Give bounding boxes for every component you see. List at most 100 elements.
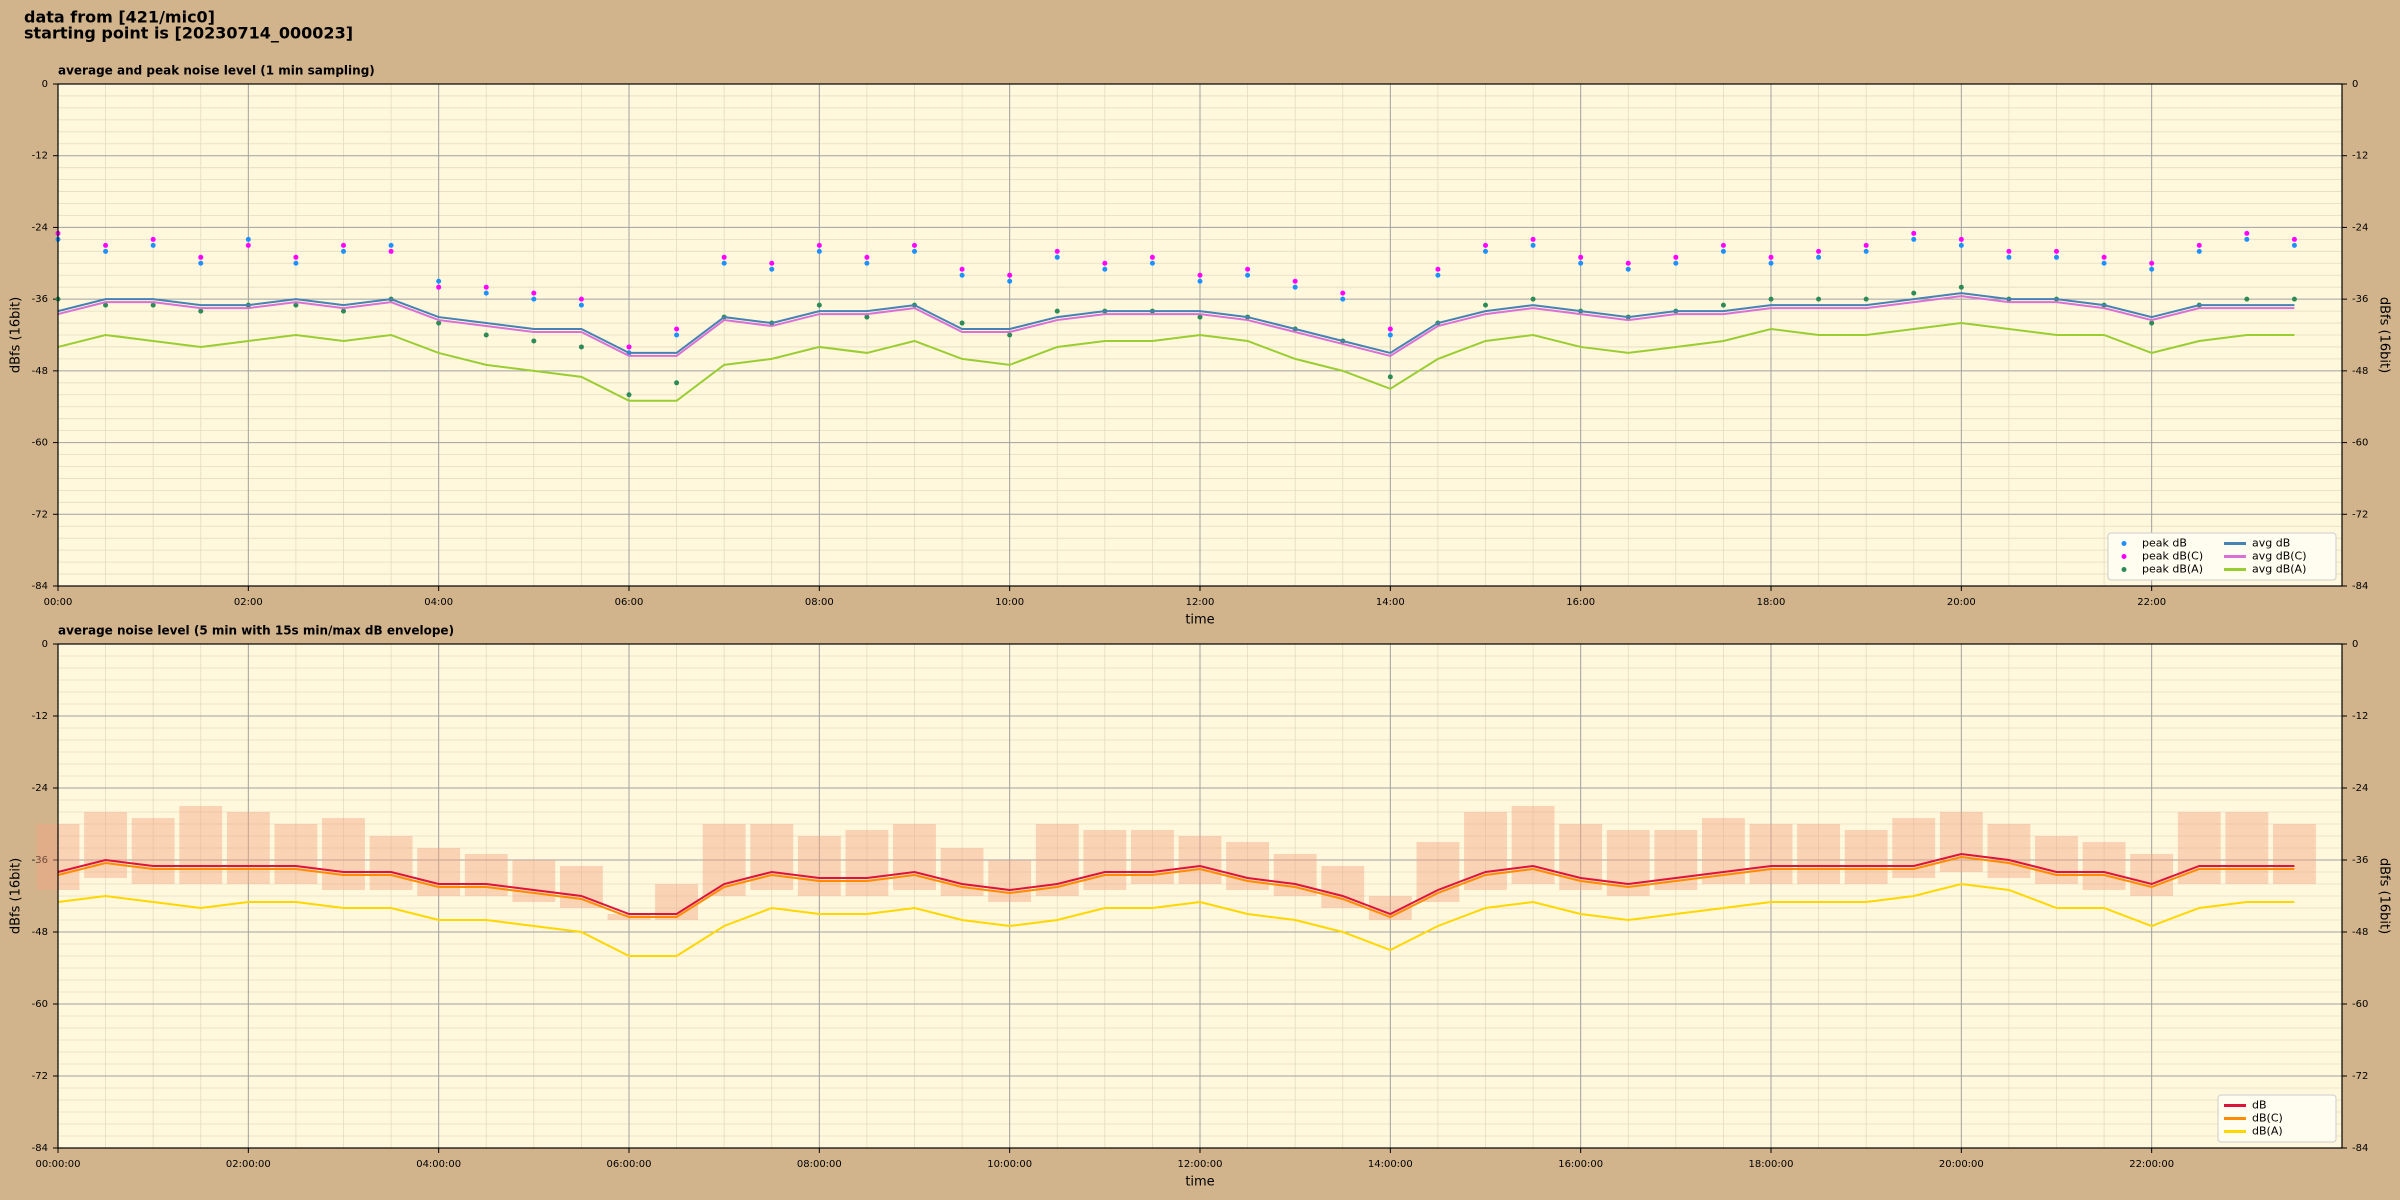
peak-point	[2196, 248, 2202, 254]
y2-tick-label: -60	[2352, 999, 2368, 1010]
peak-point	[1197, 314, 1203, 320]
envelope-band	[750, 824, 794, 890]
y2-tick-label: 0	[2352, 639, 2358, 650]
envelope-band	[2035, 836, 2078, 884]
envelope-band	[1178, 836, 1222, 884]
peak-point	[1007, 272, 1013, 278]
peak-point	[388, 242, 394, 248]
x-tick-label: 12:00	[1186, 597, 1215, 608]
peak-point	[1007, 278, 1013, 284]
peak-point	[816, 242, 822, 248]
peak-point	[531, 296, 537, 302]
envelope-band	[797, 836, 841, 896]
envelope-band	[2177, 812, 2221, 884]
envelope-band	[1797, 824, 1840, 884]
peak-point	[1863, 242, 1869, 248]
peak-point	[2149, 320, 2155, 326]
peak-point	[626, 392, 632, 398]
legend-label: avg dB(A)	[2252, 563, 2306, 576]
peak-point	[1625, 266, 1631, 272]
x-tick-label: 14:00:00	[1368, 1159, 1413, 1170]
peak-point	[1625, 260, 1631, 266]
legend-label: dB(A)	[2252, 1125, 2283, 1138]
peak-point	[578, 296, 584, 302]
peak-point	[2054, 254, 2059, 260]
peak-point	[1720, 302, 1726, 308]
x-tick-label: 22:00:00	[2129, 1159, 2174, 1170]
x-tick-label: 00:00:00	[36, 1159, 81, 1170]
peak-point	[245, 242, 251, 248]
envelope-band	[1083, 830, 1127, 890]
peak-point	[2291, 242, 2297, 248]
y-tick-label: -84	[32, 1143, 48, 1154]
peak-point	[674, 380, 680, 386]
peak-point	[2101, 254, 2107, 260]
series-line	[57, 882, 2295, 957]
peak-point	[674, 326, 680, 332]
peak-point	[150, 236, 156, 242]
peak-point	[531, 338, 537, 344]
envelope-band	[702, 824, 746, 896]
peak-point	[1483, 302, 1488, 308]
peak-point	[1483, 242, 1488, 248]
y2-tick-label: -48	[2352, 366, 2368, 377]
peak-point	[2291, 236, 2297, 242]
legend-swatch	[2121, 541, 2127, 546]
y-axis-label: dBfs (16bit)	[9, 297, 24, 373]
peak-point	[1387, 326, 1393, 332]
envelope-band	[1844, 830, 1888, 884]
y-tick-label: -36	[32, 294, 48, 305]
peak-point	[2196, 242, 2202, 248]
peak-point	[1816, 296, 1822, 302]
header-line: data from [421/mic0]	[24, 8, 215, 27]
peak-point	[674, 332, 680, 338]
x-tick-label: 16:00:00	[1558, 1159, 1603, 1170]
peak-point	[293, 302, 299, 308]
peak-point	[1958, 236, 1964, 242]
peak-point	[1054, 248, 1060, 254]
series-line	[57, 852, 2295, 916]
y2-tick-label: -72	[2352, 1071, 2368, 1082]
envelope-band	[417, 848, 461, 896]
y-tick-label: -84	[32, 581, 48, 592]
peak-point	[1483, 248, 1488, 254]
y-tick-label: -36	[32, 855, 48, 866]
peak-point	[198, 308, 204, 314]
envelope-band	[1987, 824, 2031, 878]
plot-frame	[57, 83, 2343, 587]
series-line	[57, 295, 2295, 357]
envelope-band	[369, 836, 413, 890]
y2-axis-label: dBfs (16bit)	[2377, 858, 2392, 934]
peak-point	[1578, 260, 1584, 266]
legend-label: peak dB	[2142, 537, 2187, 550]
x-axis-label: time	[1185, 613, 1214, 628]
x-tick-label: 12:00:00	[1178, 1159, 1223, 1170]
peak-point	[2101, 260, 2107, 266]
y2-tick-label: -84	[2352, 581, 2368, 592]
peak-point	[2244, 236, 2250, 242]
y-tick-label: 0	[42, 79, 48, 90]
y2-tick-label: -36	[2352, 855, 2368, 866]
series-line	[57, 292, 2295, 355]
peak-point	[1530, 296, 1536, 302]
peak-point	[1387, 374, 1393, 380]
peak-point	[578, 302, 584, 308]
legend-label: avg dB	[2252, 537, 2290, 550]
peak-point	[1816, 254, 1822, 260]
legend-swatch	[2121, 554, 2127, 559]
y2-tick-label: -36	[2352, 294, 2368, 305]
legend-swatch	[2121, 567, 2127, 572]
peak-point	[1768, 254, 1774, 260]
peak-point	[436, 284, 442, 290]
peak-point	[1149, 260, 1155, 266]
peak-point	[816, 302, 822, 308]
peak-point	[1530, 242, 1536, 248]
y-tick-label: -72	[32, 509, 48, 520]
peak-point	[103, 242, 109, 248]
y-tick-label: -12	[32, 711, 48, 722]
peak-point	[1958, 242, 1964, 248]
peak-point	[1007, 332, 1013, 338]
x-axis-label: time	[1185, 1175, 1214, 1190]
legend-label: peak dB(A)	[2142, 563, 2203, 576]
